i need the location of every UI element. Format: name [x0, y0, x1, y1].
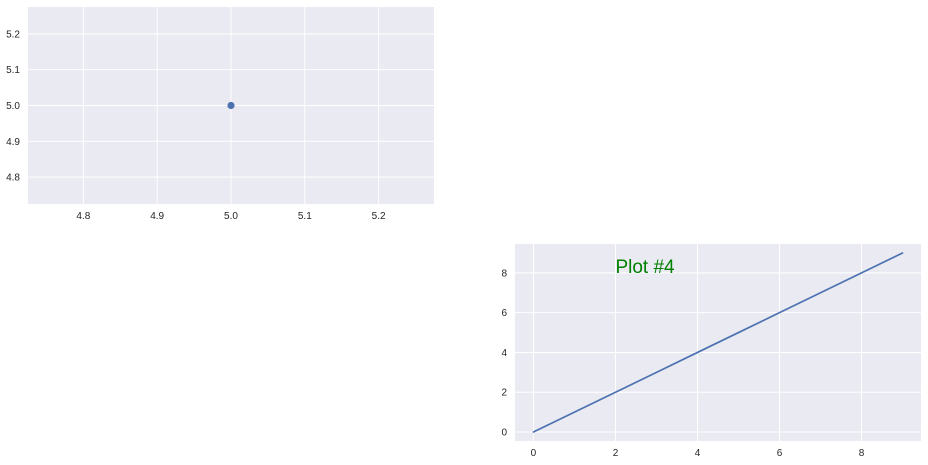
y-tick-label: 5.2	[6, 29, 20, 40]
x-tick-label: 5.0	[224, 211, 238, 222]
y-tick-label: 6	[501, 308, 507, 319]
plot-4-line: 0 2 4 6 8 0 2 4 6 8 Plot #4	[501, 244, 921, 459]
x-tick-label: 0	[531, 448, 537, 459]
x-tick-label: 4.8	[76, 211, 90, 222]
y-tick-label: 4	[501, 348, 507, 359]
x-tick-label: 6	[777, 448, 783, 459]
x-tick-label: 4.9	[150, 211, 164, 222]
x-tick-label: 4	[695, 448, 701, 459]
x-tick-label: 5.2	[372, 211, 386, 222]
y-tick-label: 5.1	[6, 65, 20, 76]
x-tick-label: 2	[613, 448, 619, 459]
scatter-point	[227, 101, 235, 110]
series-line	[532, 252, 904, 433]
x-tick-label: 5.1	[298, 211, 312, 222]
y-tick-label: 4.8	[6, 173, 20, 184]
plot-1-scatter: 4.8 4.9 5.0 5.1 5.2 4.8 4.9 5.0 5.1 5.2	[6, 7, 434, 222]
y-tick-label: 8	[501, 268, 507, 279]
y-tick-label: 2	[501, 388, 507, 399]
y-tick-label: 5.0	[6, 101, 20, 112]
x-tick-label: 8	[859, 448, 865, 459]
y-tick-label: 4.9	[6, 137, 20, 148]
y-tick-label: 0	[501, 428, 507, 439]
annotation-text: Plot #4	[615, 257, 675, 278]
